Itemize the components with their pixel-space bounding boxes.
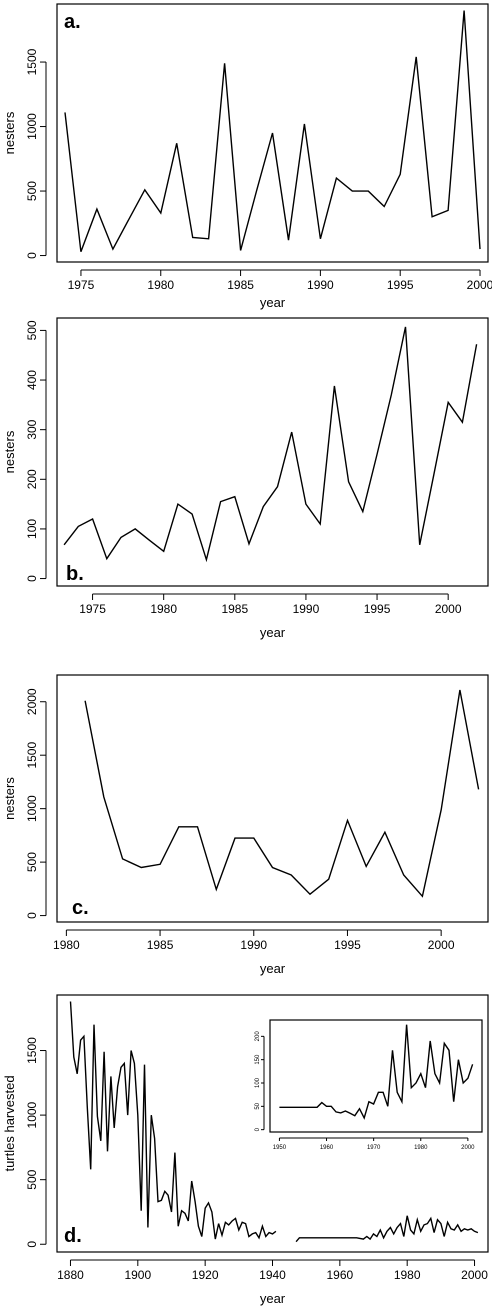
y-tick-label: 1000 xyxy=(25,795,39,822)
x-tick-label: 1990 xyxy=(307,278,334,292)
y-tick-label: 2000 xyxy=(25,688,39,715)
y-tick-label: 100 xyxy=(25,519,39,539)
y-tick-label: 500 xyxy=(25,320,39,340)
y-tick-label: 0 xyxy=(25,575,39,582)
y-tick-label: 1000 xyxy=(25,1101,39,1128)
x-tick-label: 1995 xyxy=(334,938,361,952)
x-tick-label: 1975 xyxy=(79,602,106,616)
x-axis-label: year xyxy=(260,295,286,310)
panel-letter: a. xyxy=(64,11,81,33)
inset-chart: 0 50 100 150 200 1950 1960 1970 1980 2000 xyxy=(255,1019,483,1151)
inset-y-tick-label: 50 xyxy=(255,1102,261,1109)
panel-letter: c. xyxy=(72,897,89,919)
y-axis-label: nesters xyxy=(2,777,17,820)
plot-frame xyxy=(56,317,489,587)
x-tick-label: 2000 xyxy=(467,278,492,292)
x-tick-label: 1880 xyxy=(57,1268,84,1282)
inset-x-tick-label: 1970 xyxy=(367,1145,381,1151)
panel-letter: b. xyxy=(66,563,84,585)
x-tick-label: 1995 xyxy=(387,278,414,292)
inset-frame xyxy=(269,1019,483,1133)
inset-x-tick-label: 2000 xyxy=(461,1145,475,1151)
series-line xyxy=(64,10,481,252)
panel-letter: d. xyxy=(64,1225,82,1247)
x-tick-label: 1920 xyxy=(192,1268,219,1282)
y-tick-label: 300 xyxy=(25,419,39,439)
x-tick-label: 1995 xyxy=(364,602,391,616)
inset-series-line xyxy=(279,1024,474,1120)
y-axis-label: nesters xyxy=(2,430,17,473)
y-tick-label: 1000 xyxy=(25,113,39,140)
x-tick-label: 1980 xyxy=(150,602,177,616)
panel-a: 0 500 1000 1500 1975 1980 1985 1990 1995 2000 year… xyxy=(2,3,492,310)
y-axis-label: turtles harvested xyxy=(2,1075,17,1171)
series-line xyxy=(295,1215,479,1243)
x-tick-label: 1990 xyxy=(293,602,320,616)
x-tick-label: 2000 xyxy=(435,602,462,616)
panel-b: 0 100 200 300 400 500 1975 1980 1985 1990 1995 2000… xyxy=(2,317,489,640)
x-tick-label: 1985 xyxy=(227,278,254,292)
y-tick-label: 0 xyxy=(25,912,39,919)
inset-x-tick-label: 1950 xyxy=(273,1145,287,1151)
y-tick-label: 500 xyxy=(25,181,39,201)
y-tick-label: 500 xyxy=(25,852,39,872)
series-line xyxy=(69,1001,277,1240)
inset-y-tick-label: 150 xyxy=(255,1054,261,1065)
x-tick-label: 1980 xyxy=(53,938,80,952)
x-axis-label: year xyxy=(260,625,286,640)
x-tick-label: 1985 xyxy=(147,938,174,952)
x-tick-label: 1980 xyxy=(147,278,174,292)
plot-frame xyxy=(56,994,489,1253)
x-tick-label: 1980 xyxy=(394,1268,421,1282)
y-axis-label: nesters xyxy=(2,111,17,154)
inset-y-tick-label: 0 xyxy=(255,1127,261,1131)
y-tick-label: 500 xyxy=(25,1169,39,1189)
y-tick-label: 400 xyxy=(25,370,39,390)
plot-frame xyxy=(56,674,489,923)
inset-y-tick-label: 100 xyxy=(255,1077,261,1088)
inset-y-tick-label: 200 xyxy=(255,1031,261,1042)
y-tick-label: 1500 xyxy=(25,742,39,769)
x-tick-label: 2000 xyxy=(461,1268,488,1282)
x-axis-label: year xyxy=(260,1291,286,1306)
inset-x-tick-label: 1980 xyxy=(414,1145,428,1151)
x-tick-label: 1960 xyxy=(326,1268,353,1282)
inset-x-tick-label: 1960 xyxy=(320,1145,334,1151)
x-tick-label: 1975 xyxy=(68,278,95,292)
panel-c: 0 500 1000 1500 2000 1980 1985 1990 1995 2000 year… xyxy=(2,674,489,976)
series-line xyxy=(84,689,480,898)
x-axis-label: year xyxy=(260,961,286,976)
x-tick-label: 1985 xyxy=(221,602,248,616)
y-tick-label: 200 xyxy=(25,469,39,489)
y-tick-label: 0 xyxy=(25,252,39,259)
x-tick-label: 1900 xyxy=(124,1268,151,1282)
x-tick-label: 2000 xyxy=(428,938,455,952)
y-tick-label: 1500 xyxy=(25,1037,39,1064)
y-tick-label: 0 xyxy=(25,1241,39,1248)
y-tick-label: 1500 xyxy=(25,48,39,75)
x-tick-label: 1990 xyxy=(240,938,267,952)
x-tick-label: 1940 xyxy=(259,1268,286,1282)
series-line xyxy=(63,326,478,563)
plot-frame xyxy=(56,3,489,263)
